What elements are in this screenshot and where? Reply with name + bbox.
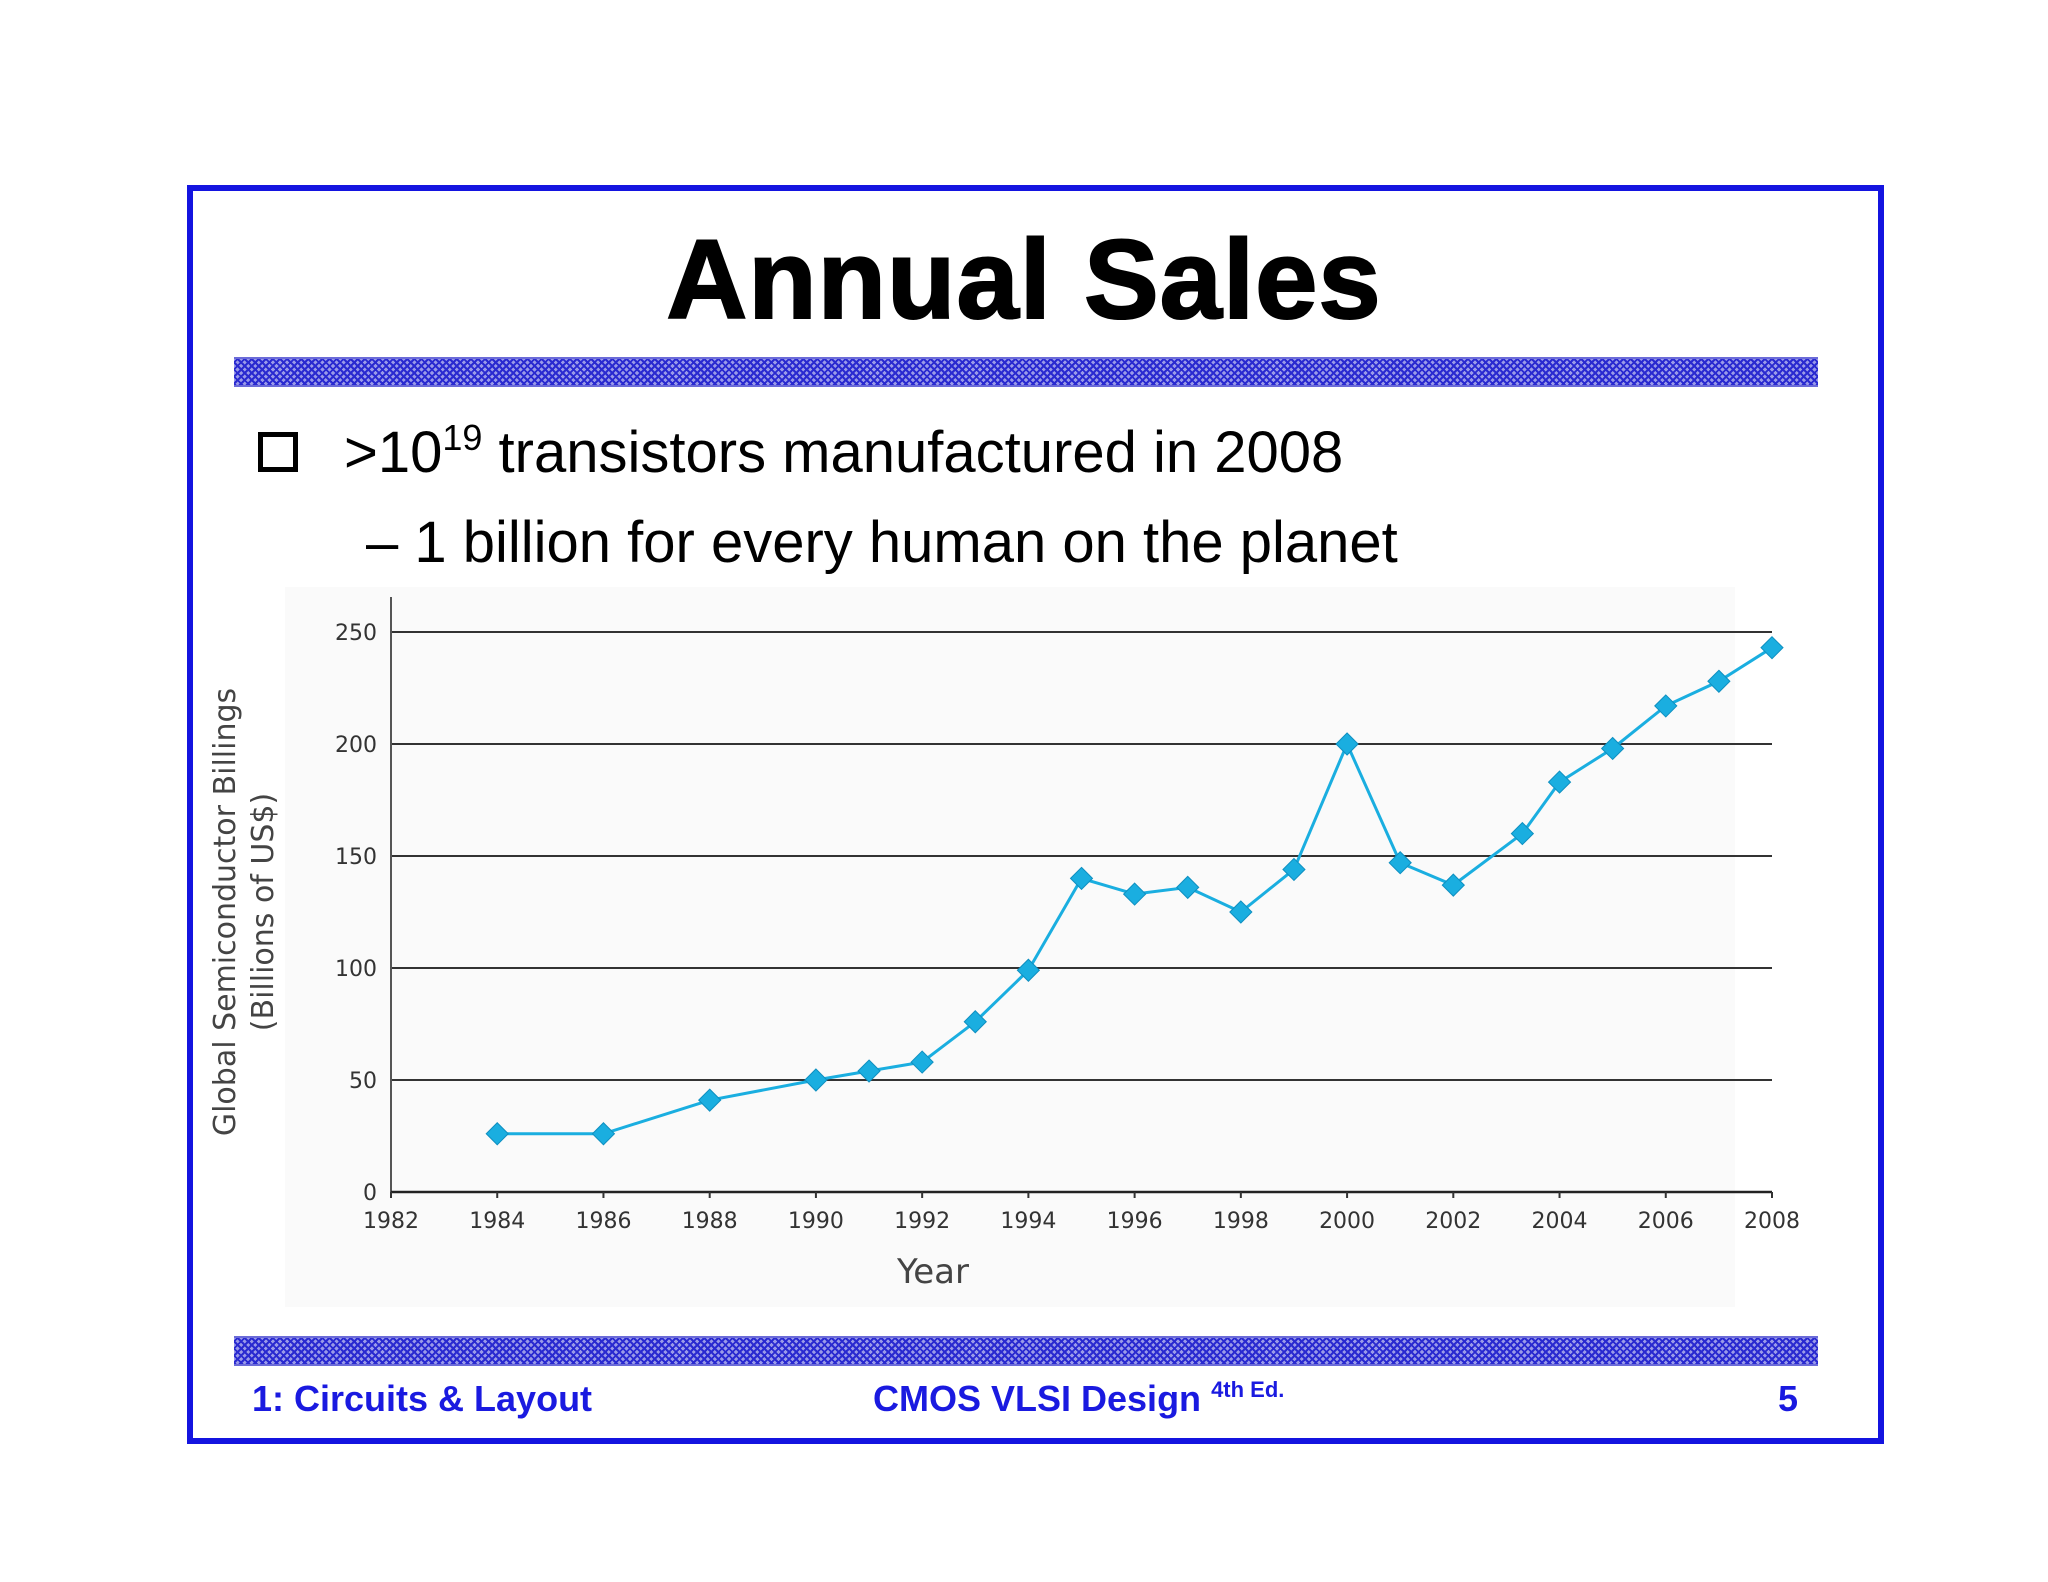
footer-book-name: CMOS VLSI Design xyxy=(873,1378,1202,1419)
x-axis-label: Year xyxy=(896,1252,969,1292)
x-tick-label: 2008 xyxy=(1744,1209,1800,1234)
x-tick-label: 1992 xyxy=(894,1209,950,1234)
series-line xyxy=(497,646,1773,1136)
data-point-diamond xyxy=(1069,866,1094,891)
series-markers xyxy=(485,635,1784,1146)
series-polyline xyxy=(497,646,1773,1136)
x-tick-label: 1994 xyxy=(1000,1209,1056,1234)
footer-book-title: CMOS VLSI Design 4th Ed. xyxy=(873,1378,1284,1420)
y-axis-label: Global Semiconductor Billings xyxy=(208,688,243,1136)
y-tick-label: 100 xyxy=(335,957,377,982)
y-tick-label: 150 xyxy=(335,845,377,870)
data-point-diamond xyxy=(804,1068,828,1092)
chart-background xyxy=(285,587,1735,1307)
x-tick-label: 2002 xyxy=(1425,1209,1481,1234)
bullet-text: >1019 transistors manufactured in 2008 xyxy=(344,418,1343,488)
data-point-diamond xyxy=(1229,900,1253,924)
data-point-diamond xyxy=(1600,736,1625,761)
slide-title: Annual Sales xyxy=(665,216,1382,343)
x-tick-label: 2006 xyxy=(1638,1209,1694,1234)
data-point-diamond xyxy=(1122,882,1147,906)
footer-edition: 4th Ed. xyxy=(1211,1377,1285,1402)
x-tick-label: 2004 xyxy=(1532,1209,1588,1234)
data-point-diamond xyxy=(857,1059,881,1083)
bullet-rest: transistors manufactured in 2008 xyxy=(482,420,1344,485)
chart-container: 0 50 100 150 200 250 1982 1984 1986 1988 1990 1992… xyxy=(205,587,1805,1307)
data-point-diamond xyxy=(1176,875,1200,900)
x-tick-label: 1990 xyxy=(788,1209,844,1234)
x-tick-label: 1998 xyxy=(1213,1209,1269,1234)
data-point-diamond xyxy=(1547,770,1572,794)
x-tick-label: 1988 xyxy=(682,1209,738,1234)
data-point-diamond xyxy=(963,1010,987,1034)
data-point-diamond xyxy=(1335,732,1359,756)
data-point-diamond xyxy=(1441,873,1466,897)
y-tick-label: 50 xyxy=(349,1069,377,1094)
billings-line-chart: 0 50 100 150 200 250 1982 1984 1986 1988 1990 1992… xyxy=(208,587,1800,1307)
bullet-prefix: >10 xyxy=(344,420,443,485)
sub-bullet-item: – 1 billion for every human on the plane… xyxy=(366,510,1398,575)
bullet-exponent: 19 xyxy=(442,417,483,458)
data-point-diamond xyxy=(1760,635,1784,660)
y-tick-labels: 0 50 100 150 200 250 xyxy=(335,621,377,1206)
data-point-diamond xyxy=(1707,669,1731,693)
x-tick-label: 1986 xyxy=(575,1209,631,1234)
data-point-diamond xyxy=(1016,958,1041,982)
x-tick-label: 2000 xyxy=(1319,1209,1375,1234)
footer-page-number: 5 xyxy=(1778,1378,1799,1419)
checkbox-bullet-icon xyxy=(258,432,298,472)
footer-chapter: 1: Circuits & Layout xyxy=(252,1378,593,1419)
y-tick-label: 200 xyxy=(335,733,377,758)
data-point-diamond xyxy=(1510,821,1535,846)
grid-lines xyxy=(391,631,1772,1081)
data-point-diamond xyxy=(591,1122,616,1146)
y-tick-label: 250 xyxy=(335,621,377,646)
data-point-diamond xyxy=(485,1122,509,1146)
x-tick-label: 1982 xyxy=(363,1209,419,1234)
y-tick-label: 0 xyxy=(363,1181,377,1206)
data-point-diamond xyxy=(910,1050,934,1074)
title-divider xyxy=(234,357,1818,387)
data-point-diamond xyxy=(1388,851,1412,875)
x-tick-labels: 1982 1984 1986 1988 1990 1992 1994 1996 1998 2000… xyxy=(363,1209,1800,1234)
x-tick-label: 1996 xyxy=(1107,1209,1163,1234)
data-point-diamond xyxy=(1654,694,1678,718)
x-tick-label: 1984 xyxy=(469,1209,525,1234)
chart-axes xyxy=(390,597,1773,1198)
y-axis-label-units: (Billions of US$) xyxy=(246,793,281,1031)
footer-divider xyxy=(234,1336,1818,1366)
data-point-diamond xyxy=(697,1088,722,1112)
data-point-diamond xyxy=(1282,857,1306,882)
